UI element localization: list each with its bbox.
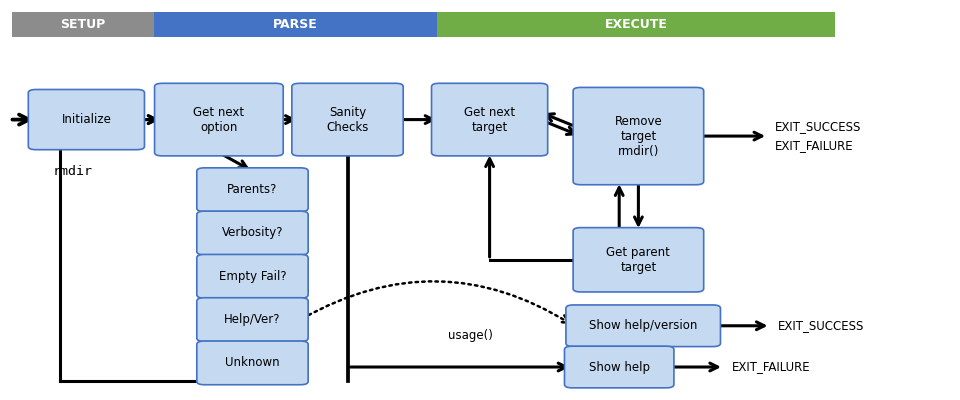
Text: Unknown: Unknown xyxy=(226,356,279,369)
Text: EXIT_SUCCESS: EXIT_SUCCESS xyxy=(778,319,864,332)
Text: EXIT_FAILURE: EXIT_FAILURE xyxy=(775,139,853,152)
FancyBboxPatch shape xyxy=(197,211,308,255)
Text: Parents?: Parents? xyxy=(228,183,277,196)
FancyBboxPatch shape xyxy=(564,346,674,388)
FancyBboxPatch shape xyxy=(29,90,144,150)
Text: PARSE: PARSE xyxy=(273,18,318,31)
FancyBboxPatch shape xyxy=(155,83,283,156)
Text: Verbosity?: Verbosity? xyxy=(222,226,283,240)
Text: SETUP: SETUP xyxy=(60,18,106,31)
Text: Initialize: Initialize xyxy=(61,113,111,126)
Text: EXECUTE: EXECUTE xyxy=(605,18,667,31)
Text: Show help: Show help xyxy=(588,360,650,374)
Text: Get next
target: Get next target xyxy=(464,106,516,134)
Bar xyxy=(12,12,154,37)
FancyBboxPatch shape xyxy=(197,298,308,342)
FancyBboxPatch shape xyxy=(431,83,547,156)
Bar xyxy=(437,12,835,37)
FancyBboxPatch shape xyxy=(197,254,308,298)
FancyBboxPatch shape xyxy=(573,88,704,185)
Text: Remove
target
rmdir(): Remove target rmdir() xyxy=(614,114,662,158)
Text: Sanity
Checks: Sanity Checks xyxy=(326,106,369,134)
Text: Get next
option: Get next option xyxy=(193,106,245,134)
Text: Empty Fail?: Empty Fail? xyxy=(219,270,286,283)
FancyBboxPatch shape xyxy=(197,168,308,212)
FancyBboxPatch shape xyxy=(573,228,704,292)
Text: Get parent
target: Get parent target xyxy=(607,246,670,274)
Text: usage(): usage() xyxy=(448,329,492,342)
Text: EXIT_FAILURE: EXIT_FAILURE xyxy=(732,360,810,374)
Text: Show help/version: Show help/version xyxy=(589,319,697,332)
FancyBboxPatch shape xyxy=(566,305,720,346)
Text: Help/Ver?: Help/Ver? xyxy=(225,313,280,326)
Bar xyxy=(154,12,437,37)
Text: rmdir: rmdir xyxy=(53,165,93,178)
FancyBboxPatch shape xyxy=(197,341,308,385)
FancyBboxPatch shape xyxy=(292,83,403,156)
Text: EXIT_SUCCESS: EXIT_SUCCESS xyxy=(775,120,861,134)
